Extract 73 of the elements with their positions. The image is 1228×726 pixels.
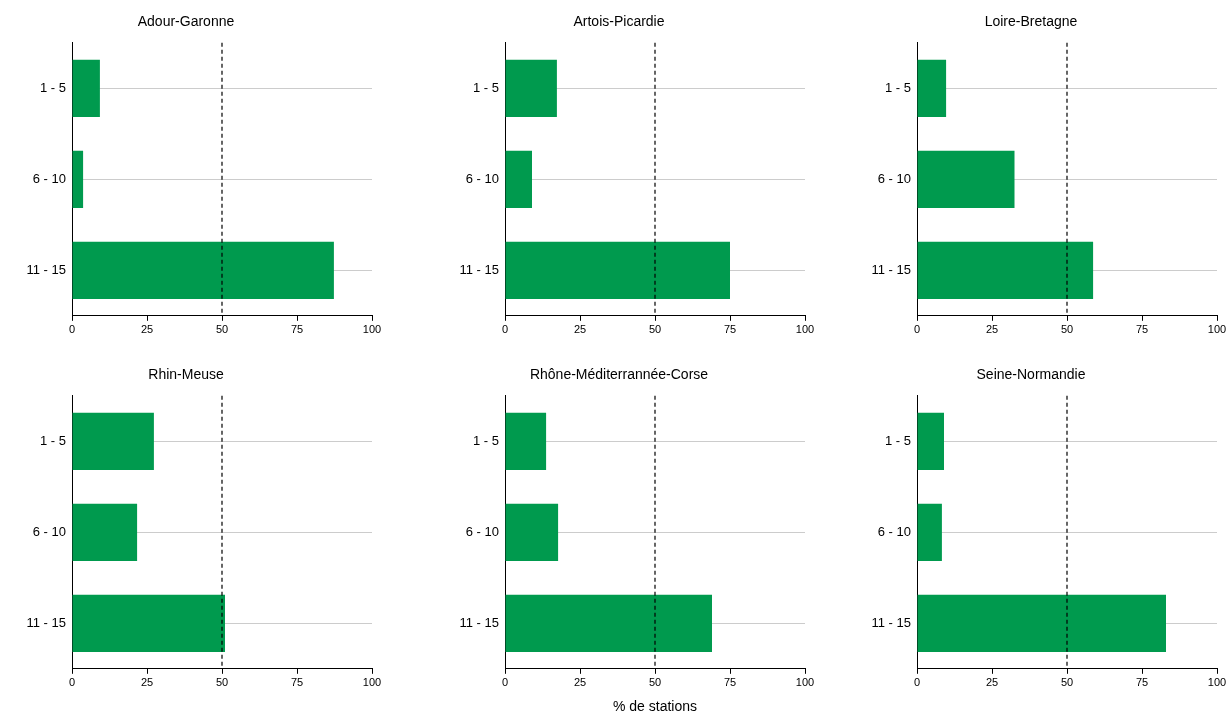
x-axis-title: % de stations <box>611 698 699 714</box>
x-tick-label: 100 <box>1207 676 1227 689</box>
y-tick-label: 1 - 5 <box>472 432 499 448</box>
y-tick-label: 6 - 10 <box>877 523 911 539</box>
x-tick-label: 75 <box>1135 323 1149 336</box>
y-tick-label: 6 - 10 <box>32 170 66 186</box>
bar <box>72 150 84 208</box>
bar <box>505 594 712 652</box>
y-tick-label: 11 - 15 <box>459 261 499 277</box>
bar <box>505 59 557 117</box>
x-tick-label: 50 <box>1060 323 1074 336</box>
x-tick-label: 100 <box>795 676 815 689</box>
x-tick-label: 0 <box>913 676 921 689</box>
bar <box>505 241 730 299</box>
x-tick-label: 100 <box>1207 323 1227 336</box>
y-tick-label: 1 - 5 <box>472 79 499 95</box>
chart-title: Artois-Picardie <box>573 13 665 30</box>
x-tick-label: 75 <box>723 676 737 689</box>
x-tick-label: 50 <box>215 676 229 689</box>
x-tick-label: 75 <box>290 676 304 689</box>
x-tick-label: 100 <box>795 323 815 336</box>
y-tick-label: 11 - 15 <box>871 614 911 630</box>
bar <box>917 59 947 117</box>
bar <box>917 241 1094 299</box>
bar <box>917 150 1015 208</box>
chart-title: Adour-Garonne <box>137 13 235 30</box>
x-tick-label: 25 <box>985 676 999 689</box>
y-tick-label: 1 - 5 <box>39 79 66 95</box>
x-tick-label: 0 <box>501 323 509 336</box>
y-tick-label: 1 - 5 <box>884 432 911 448</box>
y-tick-label: 1 - 5 <box>39 432 66 448</box>
x-tick-label: 0 <box>501 676 509 689</box>
bar <box>72 59 100 117</box>
x-tick-label: 50 <box>648 676 662 689</box>
x-tick-label: 100 <box>362 323 382 336</box>
bar <box>72 594 225 652</box>
chart-title: Rhône-Méditerrannée-Corse <box>529 366 709 383</box>
y-tick-label: 11 - 15 <box>871 261 911 277</box>
x-tick-label: 0 <box>913 323 921 336</box>
y-tick-label: 6 - 10 <box>877 170 911 186</box>
y-tick-label: 1 - 5 <box>884 79 911 95</box>
bar <box>72 503 138 561</box>
x-tick-label: 25 <box>140 676 154 689</box>
x-tick-label: 50 <box>1060 676 1074 689</box>
x-tick-label: 75 <box>1135 676 1149 689</box>
x-tick-label: 50 <box>215 323 229 336</box>
x-tick-label: 0 <box>68 676 76 689</box>
bar <box>505 150 532 208</box>
y-tick-label: 6 - 10 <box>465 523 499 539</box>
x-tick-label: 50 <box>648 323 662 336</box>
chart-title: Rhin-Meuse <box>148 366 224 383</box>
bar <box>72 241 334 299</box>
x-tick-label: 75 <box>290 323 304 336</box>
chart-title: Loire-Bretagne <box>984 13 1078 30</box>
x-tick-label: 25 <box>573 323 587 336</box>
bar <box>917 594 1166 652</box>
x-tick-label: 25 <box>140 323 154 336</box>
x-tick-label: 25 <box>573 676 587 689</box>
y-tick-label: 11 - 15 <box>26 614 66 630</box>
x-tick-label: 0 <box>68 323 76 336</box>
x-tick-label: 100 <box>362 676 382 689</box>
x-tick-label: 75 <box>723 323 737 336</box>
y-tick-label: 11 - 15 <box>26 261 66 277</box>
bar <box>917 503 942 561</box>
y-tick-label: 6 - 10 <box>32 523 66 539</box>
bar <box>505 503 559 561</box>
chart-title: Seine-Normandie <box>976 366 1086 383</box>
x-tick-label: 25 <box>985 323 999 336</box>
y-tick-label: 11 - 15 <box>459 614 499 630</box>
y-tick-label: 6 - 10 <box>465 170 499 186</box>
bar <box>505 412 547 470</box>
bar <box>917 412 944 470</box>
bar <box>72 412 154 470</box>
